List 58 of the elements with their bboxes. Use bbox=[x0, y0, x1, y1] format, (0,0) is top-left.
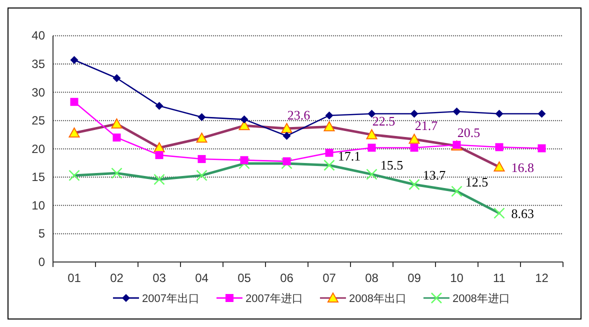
point bbox=[368, 144, 376, 152]
y-tick-label: 40 bbox=[32, 28, 46, 43]
data-label: 8.63 bbox=[511, 206, 534, 222]
x-tick-label: 08 bbox=[365, 271, 379, 285]
legend-label: 2008年进口 bbox=[452, 292, 510, 305]
data-label: 13.7 bbox=[422, 167, 446, 182]
point bbox=[325, 148, 334, 157]
data-label: 16.8 bbox=[511, 160, 534, 175]
x-tick-label: 11 bbox=[493, 271, 506, 285]
legend-label: 2007年进口 bbox=[245, 292, 303, 305]
point bbox=[155, 151, 164, 160]
point bbox=[240, 115, 248, 124]
y-tick-label: 0 bbox=[38, 255, 46, 269]
point bbox=[70, 56, 78, 64]
x-tick-label: 01 bbox=[68, 271, 82, 285]
x-tick-label: 06 bbox=[280, 271, 294, 285]
x-tick-label: 03 bbox=[152, 271, 166, 285]
x-tick-label: 10 bbox=[450, 271, 464, 285]
y-tick-label: 35 bbox=[32, 56, 46, 71]
point bbox=[282, 157, 291, 166]
y-tick-label: 5 bbox=[38, 226, 46, 241]
data-label: 20.5 bbox=[457, 125, 480, 140]
y-tick-label: 25 bbox=[32, 114, 46, 128]
point bbox=[155, 102, 164, 110]
point bbox=[410, 144, 418, 152]
legend-label: 2007年出口 bbox=[142, 292, 200, 305]
point bbox=[325, 111, 334, 120]
point bbox=[198, 155, 206, 164]
x-tick-label: 07 bbox=[322, 271, 336, 285]
point bbox=[240, 156, 248, 164]
x-tick-label: 05 bbox=[238, 271, 252, 285]
point bbox=[495, 143, 504, 152]
point bbox=[112, 74, 121, 82]
y-tick-label: 15 bbox=[32, 170, 46, 184]
point bbox=[70, 98, 78, 106]
point bbox=[495, 110, 504, 118]
data-label: 12.5 bbox=[465, 174, 488, 190]
point bbox=[112, 134, 121, 142]
x-tick-label: 04 bbox=[195, 271, 209, 285]
x-tick-label: 09 bbox=[408, 271, 422, 285]
y-tick-label: 20 bbox=[32, 142, 46, 156]
data-label: 22.5 bbox=[372, 114, 396, 129]
point bbox=[538, 144, 546, 152]
point bbox=[368, 110, 376, 118]
data-label: 17.1 bbox=[338, 148, 361, 164]
y-tick-label: 30 bbox=[32, 85, 46, 100]
x-tick-label: 02 bbox=[110, 271, 124, 285]
point bbox=[282, 132, 291, 140]
point bbox=[410, 110, 418, 118]
point bbox=[198, 113, 206, 122]
data-label: 23.6 bbox=[287, 107, 311, 122]
y-tick-label: 10 bbox=[32, 198, 46, 212]
point bbox=[538, 110, 546, 118]
x-tick-label: 12 bbox=[535, 271, 549, 285]
data-label: 15.5 bbox=[380, 157, 404, 172]
point bbox=[452, 108, 461, 116]
data-label: 21.7 bbox=[414, 118, 438, 134]
legend-label: 2008年出口 bbox=[348, 292, 406, 305]
